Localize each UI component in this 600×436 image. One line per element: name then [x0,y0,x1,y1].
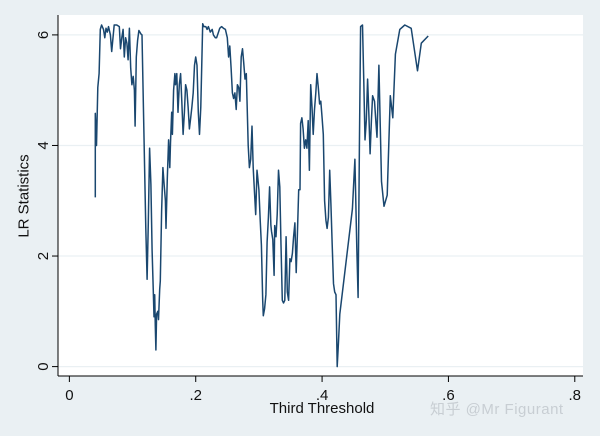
watermark: 知乎 @Mr Figurant [430,401,564,418]
axes [57,15,583,377]
x-tick-label: .4 [316,387,329,404]
x-tick-label: 0 [65,387,73,404]
x-tick-label: .6 [442,387,455,404]
x-tick-label: .8 [569,387,582,404]
y-axis-label: LR Statistics [15,154,33,238]
y-tick-label: 2 [35,252,52,260]
lr-statistics-line [94,23,429,368]
y-tick-label: 0 [35,362,52,370]
x-axis-ticks: 0 .2 .4 .6 .8 [65,376,581,404]
x-tick-label: .2 [189,387,202,404]
y-tick-label: 6 [35,31,52,39]
x-axis-label: Third Threshold [269,400,375,417]
y-tick-label: 4 [35,141,52,149]
gridlines [58,34,583,368]
y-axis-ticks: 0 2 4 6 [35,31,58,371]
